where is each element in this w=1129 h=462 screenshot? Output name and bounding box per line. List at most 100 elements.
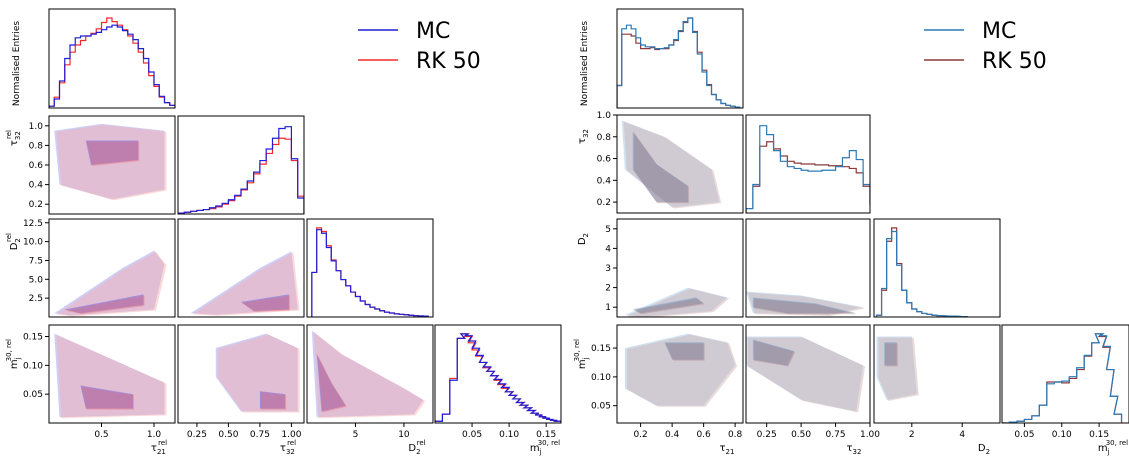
panel-frame [745,324,871,424]
panel-frame [306,324,434,424]
panel-frame [48,218,176,318]
y-tick-label: 1.0 [597,111,612,121]
contour-outer-mc [624,333,736,406]
x-tick-label: 0.75 [826,430,846,440]
y-tick-label: 0.8 [29,141,44,151]
x-tick-label: 0.10 [499,430,519,440]
x-axis-label-D2: D2rel [408,439,425,456]
contour-inner-mc [884,342,897,366]
hist-mj-mc [1002,333,1123,423]
y-tick-label: 0.4 [597,176,612,186]
y-tick-label: 0.10 [23,361,43,371]
panel-frame [48,324,176,424]
hist-t32-rk-50 [178,137,304,214]
x-tick-label: 0.50 [218,430,238,440]
contour-outer-rk [626,334,738,407]
contour-inner-mc [632,131,688,203]
contour-inner-mc [664,342,704,360]
contour-outer-mc [54,123,165,200]
y-tick-label: 1.0 [29,122,44,132]
contour-inner-mc [80,385,133,409]
y-tick-label: 0.8 [597,133,612,143]
x-axis-label-D2: D2 [978,443,990,456]
contour-inner-rk [753,298,858,315]
x-axis-label-mj: mj30, rel [1098,439,1128,456]
x-tick-label: 5 [353,430,359,440]
x-tick-label: 2 [909,430,915,440]
contour-outer-rk [192,252,300,316]
contour-inner-rk [665,343,705,361]
contour-outer-rk [56,251,167,317]
contour-inner-mc [752,339,795,366]
y-axis-label-D2: D2 [577,233,590,245]
hist-mj-mc [435,333,561,423]
hist-mj-rk-50 [1002,333,1123,423]
x-tick-label: 0.15 [1089,430,1109,440]
panel-frame [873,218,1001,318]
panel-frame [1001,324,1129,424]
contour-outer-mc [54,250,165,316]
y-tick-label: 0.05 [591,402,611,412]
y-tick-label: 0.6 [597,155,612,165]
contour-outer-rk [623,121,722,209]
panel-t21-D2: 1 2 3 4 5 D2 [577,218,744,318]
contour-inner-mc [241,294,289,311]
panel-frame [177,218,305,318]
contour-outer-mc [746,336,864,412]
y-axis-label-mj: mj30, rel [5,339,22,369]
corner-plot-left: Normalised Entries 0.2 0.4 0.6 0.8 1.0 τ32rel 2… [5,8,562,456]
legend-label: RK 50 [416,49,481,74]
corner-plot-right: Normalised Entries 0.2 0.4 0.6 0.8 1.0 τ32 1 2 3 4… [573,8,1129,456]
y-tick-label: 0.15 [23,333,43,343]
panel-t21-t32: 0.2 0.4 0.6 0.8 1.0 τ32rel [5,115,176,215]
x-tick-label: 1.00 [860,430,880,440]
y-axis-label-t32: τ32rel [5,130,22,146]
hist-D2-rk-50 [311,227,429,317]
hist-t32-rk-50 [746,141,870,213]
legend-label: MC [416,19,450,44]
y-tick-label: 5.0 [29,275,44,285]
contour-inner-rk [317,354,347,413]
y-tick-label: 1 [605,303,611,313]
contour-outer-mc [54,333,165,418]
y-axis-label-hist: Normalised Entries [580,21,590,107]
panel-D2-D2 [306,218,434,318]
panel-frame [177,324,305,424]
contour-inner-rk [633,132,689,204]
x-tick-label: 1.00 [281,430,301,440]
contour-outer-rk [748,292,866,317]
x-tick-label: 0.6 [696,430,711,440]
contour-outer-mc [746,291,864,316]
contours [54,250,167,317]
panel-D2-D2 [873,218,1001,318]
panel-frame [745,114,871,214]
legend-label: RK 50 [982,49,1047,74]
contour-inner-mc [259,391,286,409]
panel-t32-t32 [177,115,305,215]
y-tick-label: 12.5 [23,219,43,229]
contour-outer-mc [215,333,298,412]
y-tick-label: 0.10 [591,373,611,383]
legend: MC RK 50 [924,19,1047,74]
contour-outer-rk [748,337,866,413]
contour-outer-rk [56,124,167,201]
y-tick-label: 4 [605,244,611,254]
y-tick-label: 0.6 [29,161,44,171]
y-tick-label: 2.5 [29,294,43,304]
hist-D2-mc [311,229,429,317]
legend-label: MC [982,19,1016,44]
x-tick-label: 10 [398,430,410,440]
contour-outer-rk [878,337,919,401]
contours [190,251,300,316]
legend: MC RK 50 [358,19,481,74]
y-tick-label: 5 [605,225,611,235]
panel-t32-t32 [745,114,871,214]
contour-inner-rk [65,295,145,315]
contour-outer-rk [217,334,300,413]
contour-outer-mc [190,251,298,315]
contours [746,291,866,317]
